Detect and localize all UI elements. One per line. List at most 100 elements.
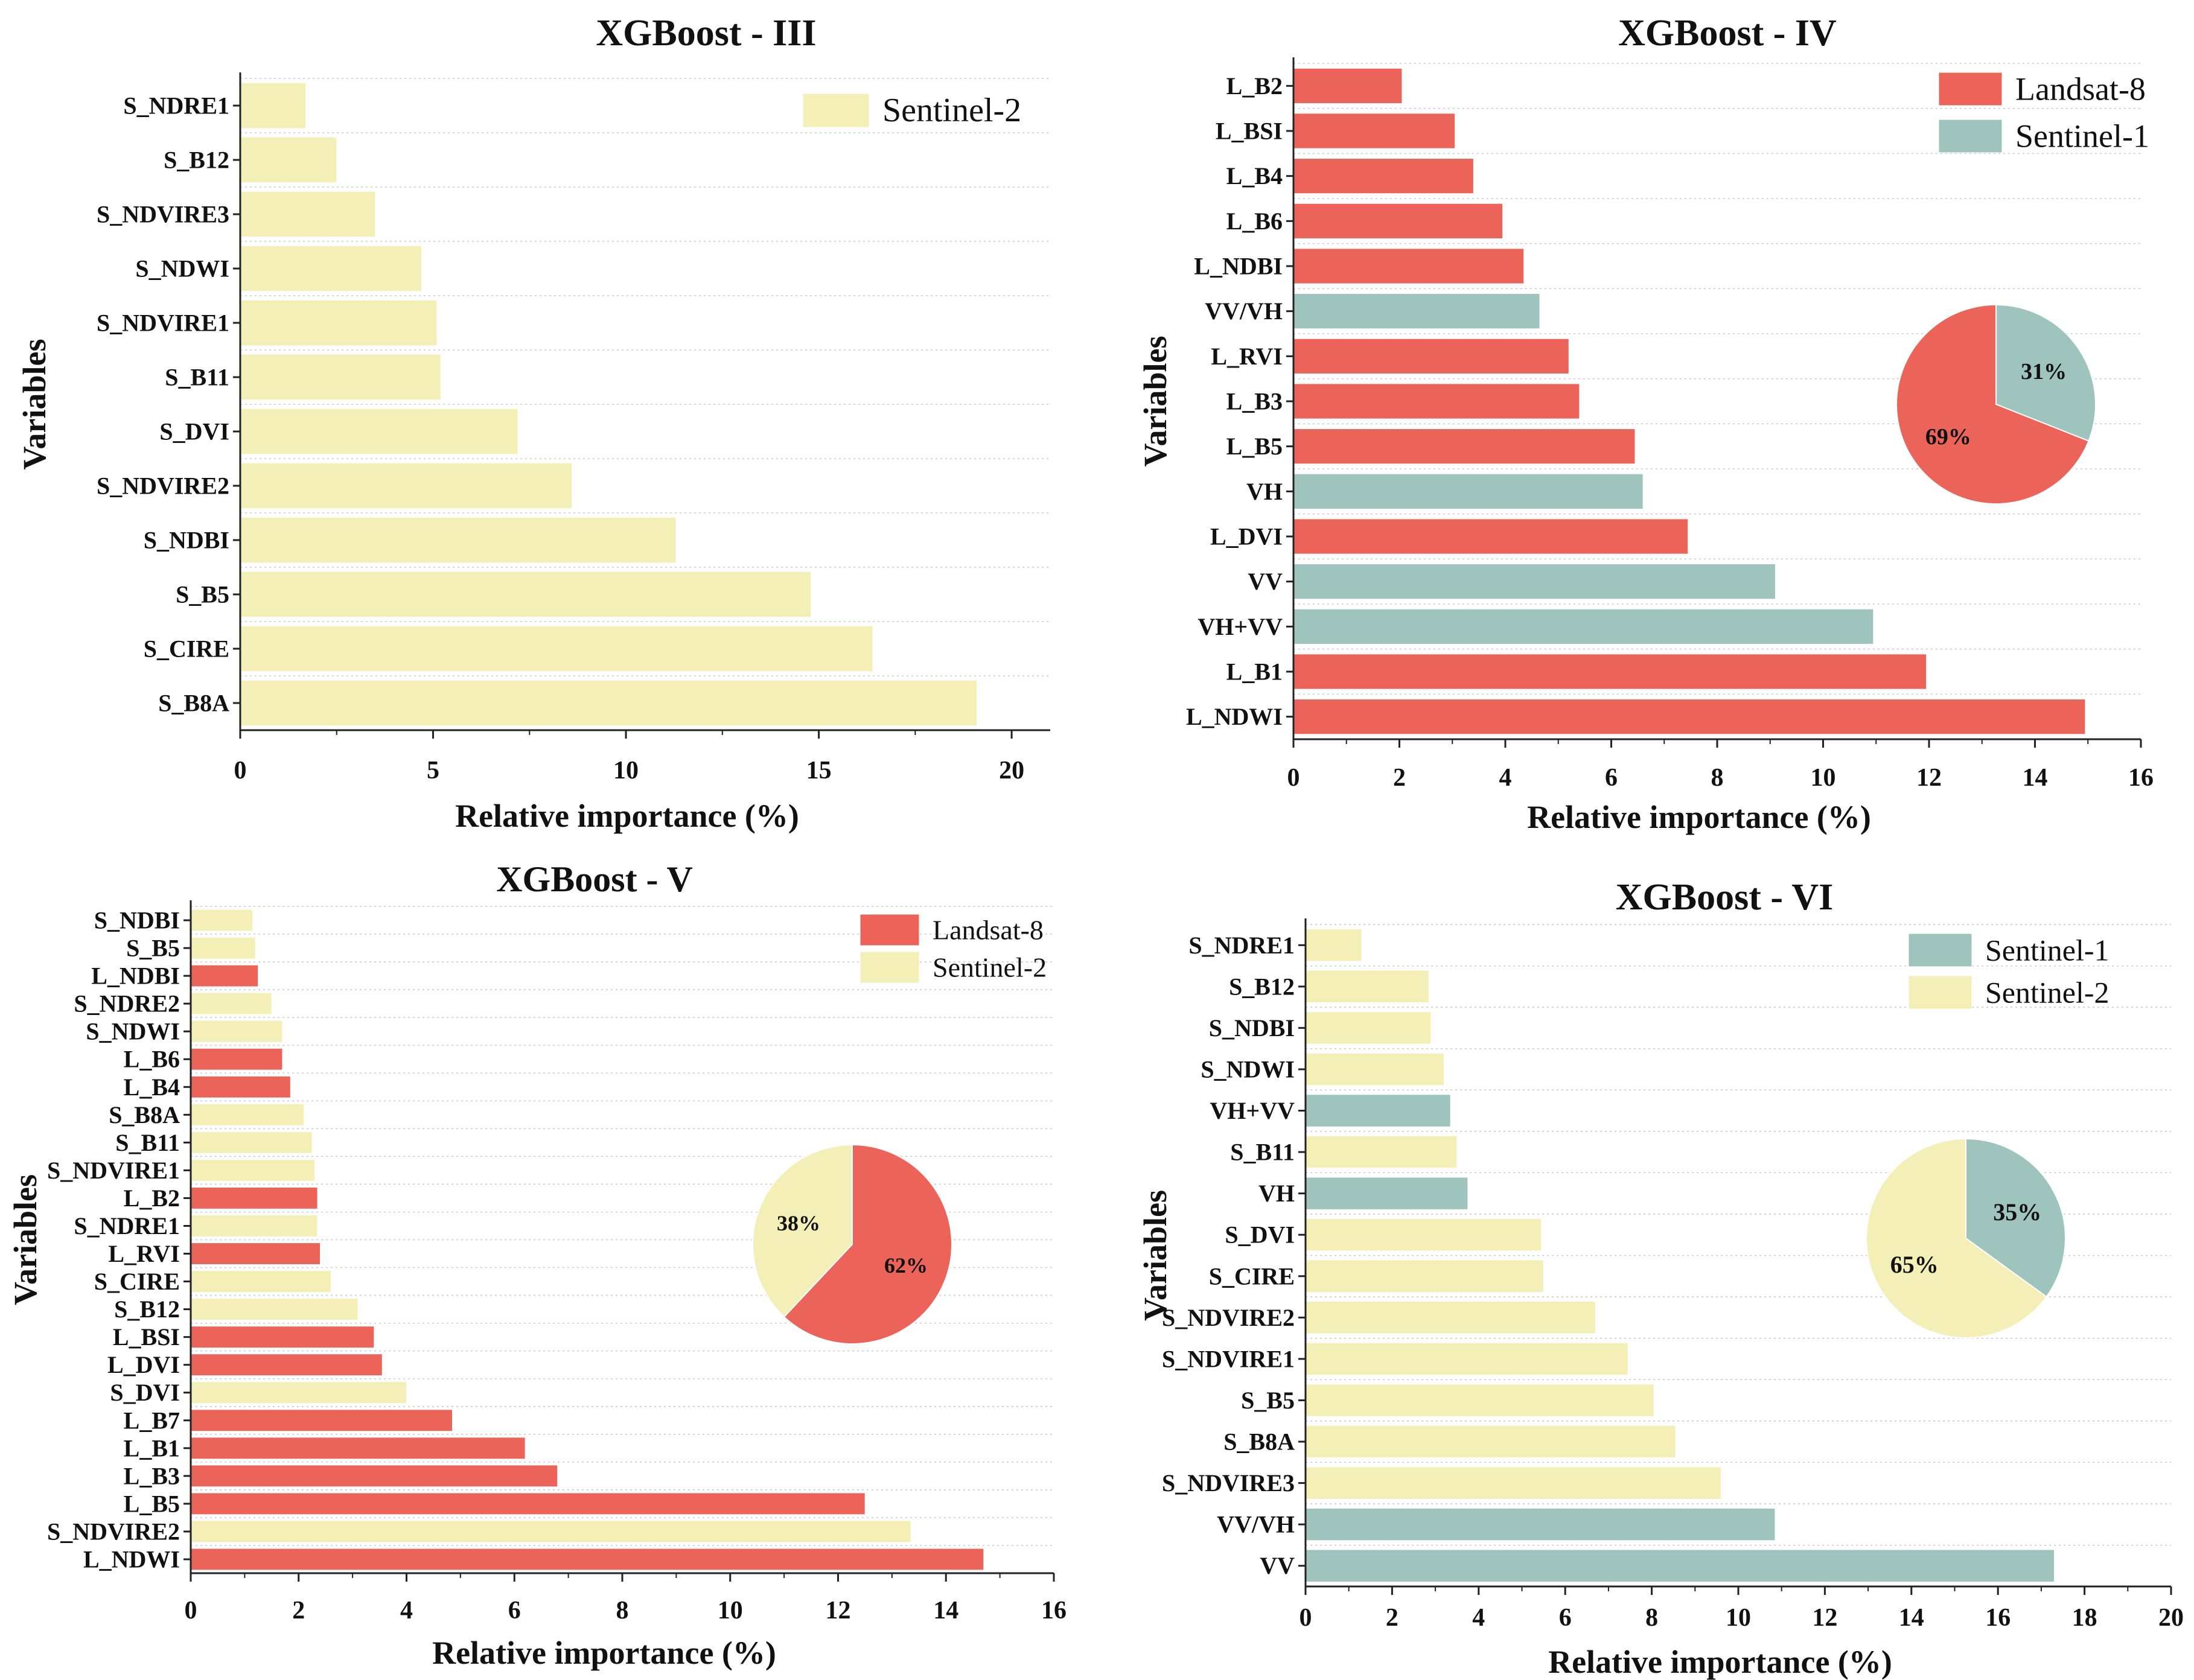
bar-s-ndwi — [240, 245, 422, 292]
bar-l-bsi — [190, 1326, 375, 1349]
legend-label-sentinel-2: Sentinel-2 — [882, 92, 1021, 129]
x-tick-label-0: 0 — [1287, 764, 1300, 792]
bar-s-ndvire2 — [240, 462, 573, 509]
y-tick-label-l-rvi: L_RVI — [1211, 343, 1283, 370]
xgboost-iii-title: XGBoost - III — [596, 13, 816, 54]
xgboost-vi-pie: 35% 65% — [1866, 1138, 2066, 1338]
x-tick-label-14: 14 — [1899, 1604, 1924, 1632]
x-tick-label-5: 5 — [427, 757, 439, 784]
x-tick-label-4: 4 — [1499, 764, 1512, 792]
pie-label-sentinel-2: 65% — [1890, 1251, 1939, 1278]
xgboost-vi-legend: Sentinel-1 Sentinel-2 — [1908, 933, 2109, 1010]
panel-xgboost-vi: XGBoost - VI S_NDRE1 S_B12 S_NDBI S_NDWI VH+V… — [1097, 840, 2194, 1680]
bar-l-dvi — [190, 1354, 383, 1376]
bar-vh — [1305, 1177, 1469, 1210]
bar-s-ndbi — [1305, 1011, 1432, 1045]
y-tick-label-s-b12: S_B12 — [114, 1296, 180, 1323]
x-tick-label-0: 0 — [185, 1597, 197, 1624]
x-tick-label-18: 18 — [2072, 1604, 2097, 1632]
pie-slice-sentinel-2 — [752, 1144, 853, 1318]
panel-xgboost-iv: XGBoost - IV L_B2 L_BSI L_B4 L_B6 L_NDBI VV/VH… — [1097, 0, 2194, 840]
y-tick-label-s-b11: S_B11 — [115, 1129, 180, 1156]
bar-l-rvi — [1293, 338, 1569, 374]
pie-slice-sentinel-1 — [1995, 304, 2096, 442]
legend-swatch-landsat-8 — [859, 914, 920, 946]
y-tick-label-l-b4: L_B4 — [124, 1074, 180, 1101]
x-tick-label-12: 12 — [1812, 1604, 1837, 1632]
y-tick-label-l-b6: L_B6 — [1226, 208, 1283, 235]
x-tick-label-15: 15 — [806, 757, 832, 784]
x-tick-label-0: 0 — [1299, 1604, 1312, 1632]
bar-s-b5 — [1305, 1384, 1654, 1417]
bar-s-ndvire2 — [1305, 1301, 1596, 1334]
x-tick-label-16: 16 — [1985, 1604, 2011, 1632]
bar-s-ndbi — [240, 517, 677, 564]
y-tick-label-l-bsi: L_BSI — [1216, 118, 1283, 145]
y-tick-label-l-dvi: L_DVI — [107, 1351, 180, 1378]
bar-s-ndre1 — [190, 1215, 318, 1237]
y-tick-label-l-ndbi: L_NDBI — [1194, 253, 1283, 280]
bar-s-ndbi — [190, 909, 254, 932]
legend-swatch-sentinel-2 — [1908, 975, 1972, 1010]
x-tick-label-20: 20 — [999, 757, 1024, 784]
bar-s-ndwi — [1305, 1052, 1444, 1086]
bar-l-b7 — [190, 1409, 453, 1432]
y-tick-label-l-rvi: L_RVI — [108, 1240, 180, 1267]
bar-s-b11 — [240, 354, 441, 401]
legend-swatch-sentinel-1 — [1908, 933, 1972, 967]
x-tick-label-2: 2 — [1393, 764, 1406, 792]
x-tick-label-10: 10 — [718, 1597, 743, 1624]
bar-l-b3 — [190, 1465, 558, 1488]
pie-slice-landsat-8 — [1896, 304, 2090, 504]
bar-s-dvi — [1305, 1218, 1542, 1252]
legend-label-sentinel-2: Sentinel-2 — [933, 952, 1047, 983]
bar-l-bsi — [1293, 113, 1456, 149]
y-tick-label-s-b5: S_B5 — [126, 935, 180, 962]
bar-vv — [1305, 1549, 2055, 1582]
y-tick-label-s-ndre1: S_NDRE1 — [1188, 932, 1295, 959]
y-tick-label-l-b7: L_B7 — [124, 1407, 180, 1434]
bar-l-b6 — [1293, 203, 1504, 239]
y-tick-label-s-b8a: S_B8A — [1223, 1428, 1295, 1456]
xgboost-iii-x-axis-label: Relative importance (%) — [455, 798, 799, 834]
x-tick-label-2: 2 — [292, 1597, 305, 1624]
xgboost-iv-y-axis-label: Variables — [1137, 336, 1173, 466]
bar-l-ndwi — [1293, 699, 2086, 735]
x-tick-label-16: 16 — [2128, 764, 2154, 792]
bar-s-ndvire2 — [190, 1520, 911, 1543]
bar-l-b1 — [190, 1437, 526, 1460]
y-tick-label-s-b11: S_B11 — [1230, 1139, 1295, 1166]
y-tick-label-l-b1: L_B1 — [124, 1434, 180, 1462]
legend-swatch-sentinel-2 — [802, 93, 870, 128]
x-tick-label-6: 6 — [1605, 764, 1618, 792]
chart-xgboost-iii: XGBoost - III S_NDRE1 S_B12 S_NDVIRE3 S_NDWI… — [16, 13, 1050, 834]
y-tick-label-s-ndwi: S_NDWI — [1201, 1055, 1295, 1083]
x-tick-label-16: 16 — [1041, 1597, 1067, 1624]
x-tick-label-10: 10 — [1811, 764, 1836, 792]
bar-s-ndvire3 — [240, 191, 376, 238]
x-tick-label-12: 12 — [826, 1597, 851, 1624]
y-tick-label-s-ndvire2: S_NDVIRE2 — [97, 472, 229, 500]
y-tick-label-vv-vh: VV/VH — [1217, 1511, 1295, 1538]
y-tick-label-s-ndre2: S_NDRE2 — [74, 990, 180, 1017]
x-tick-label-10: 10 — [1726, 1604, 1751, 1632]
bar-l-dvi — [1293, 518, 1689, 555]
bar-l-rvi — [190, 1242, 320, 1265]
y-tick-label-s-b5: S_B5 — [176, 581, 229, 608]
x-tick-label-8: 8 — [616, 1597, 629, 1624]
legend-label-sentinel-1: Sentinel-1 — [2015, 118, 2149, 154]
bar-s-b11 — [1305, 1135, 1458, 1169]
y-tick-label-l-b5: L_B5 — [1226, 433, 1283, 460]
bar-vv-vh — [1305, 1507, 1776, 1541]
bar-s-ndvire1 — [190, 1159, 316, 1182]
x-tick-label-2: 2 — [1386, 1604, 1398, 1632]
bar-vh-vv — [1293, 608, 1874, 644]
x-tick-label-20: 20 — [2158, 1604, 2184, 1632]
bar-s-ndwi — [190, 1020, 283, 1043]
bar-s-b5 — [240, 571, 812, 618]
legend-swatch-landsat-8 — [1938, 72, 2003, 106]
bar-vh — [1293, 473, 1644, 509]
bar-s-ndvire1 — [1305, 1342, 1628, 1376]
y-tick-label-s-ndvire1: S_NDVIRE1 — [1162, 1345, 1295, 1372]
y-tick-label-l-b4: L_B4 — [1226, 162, 1283, 189]
